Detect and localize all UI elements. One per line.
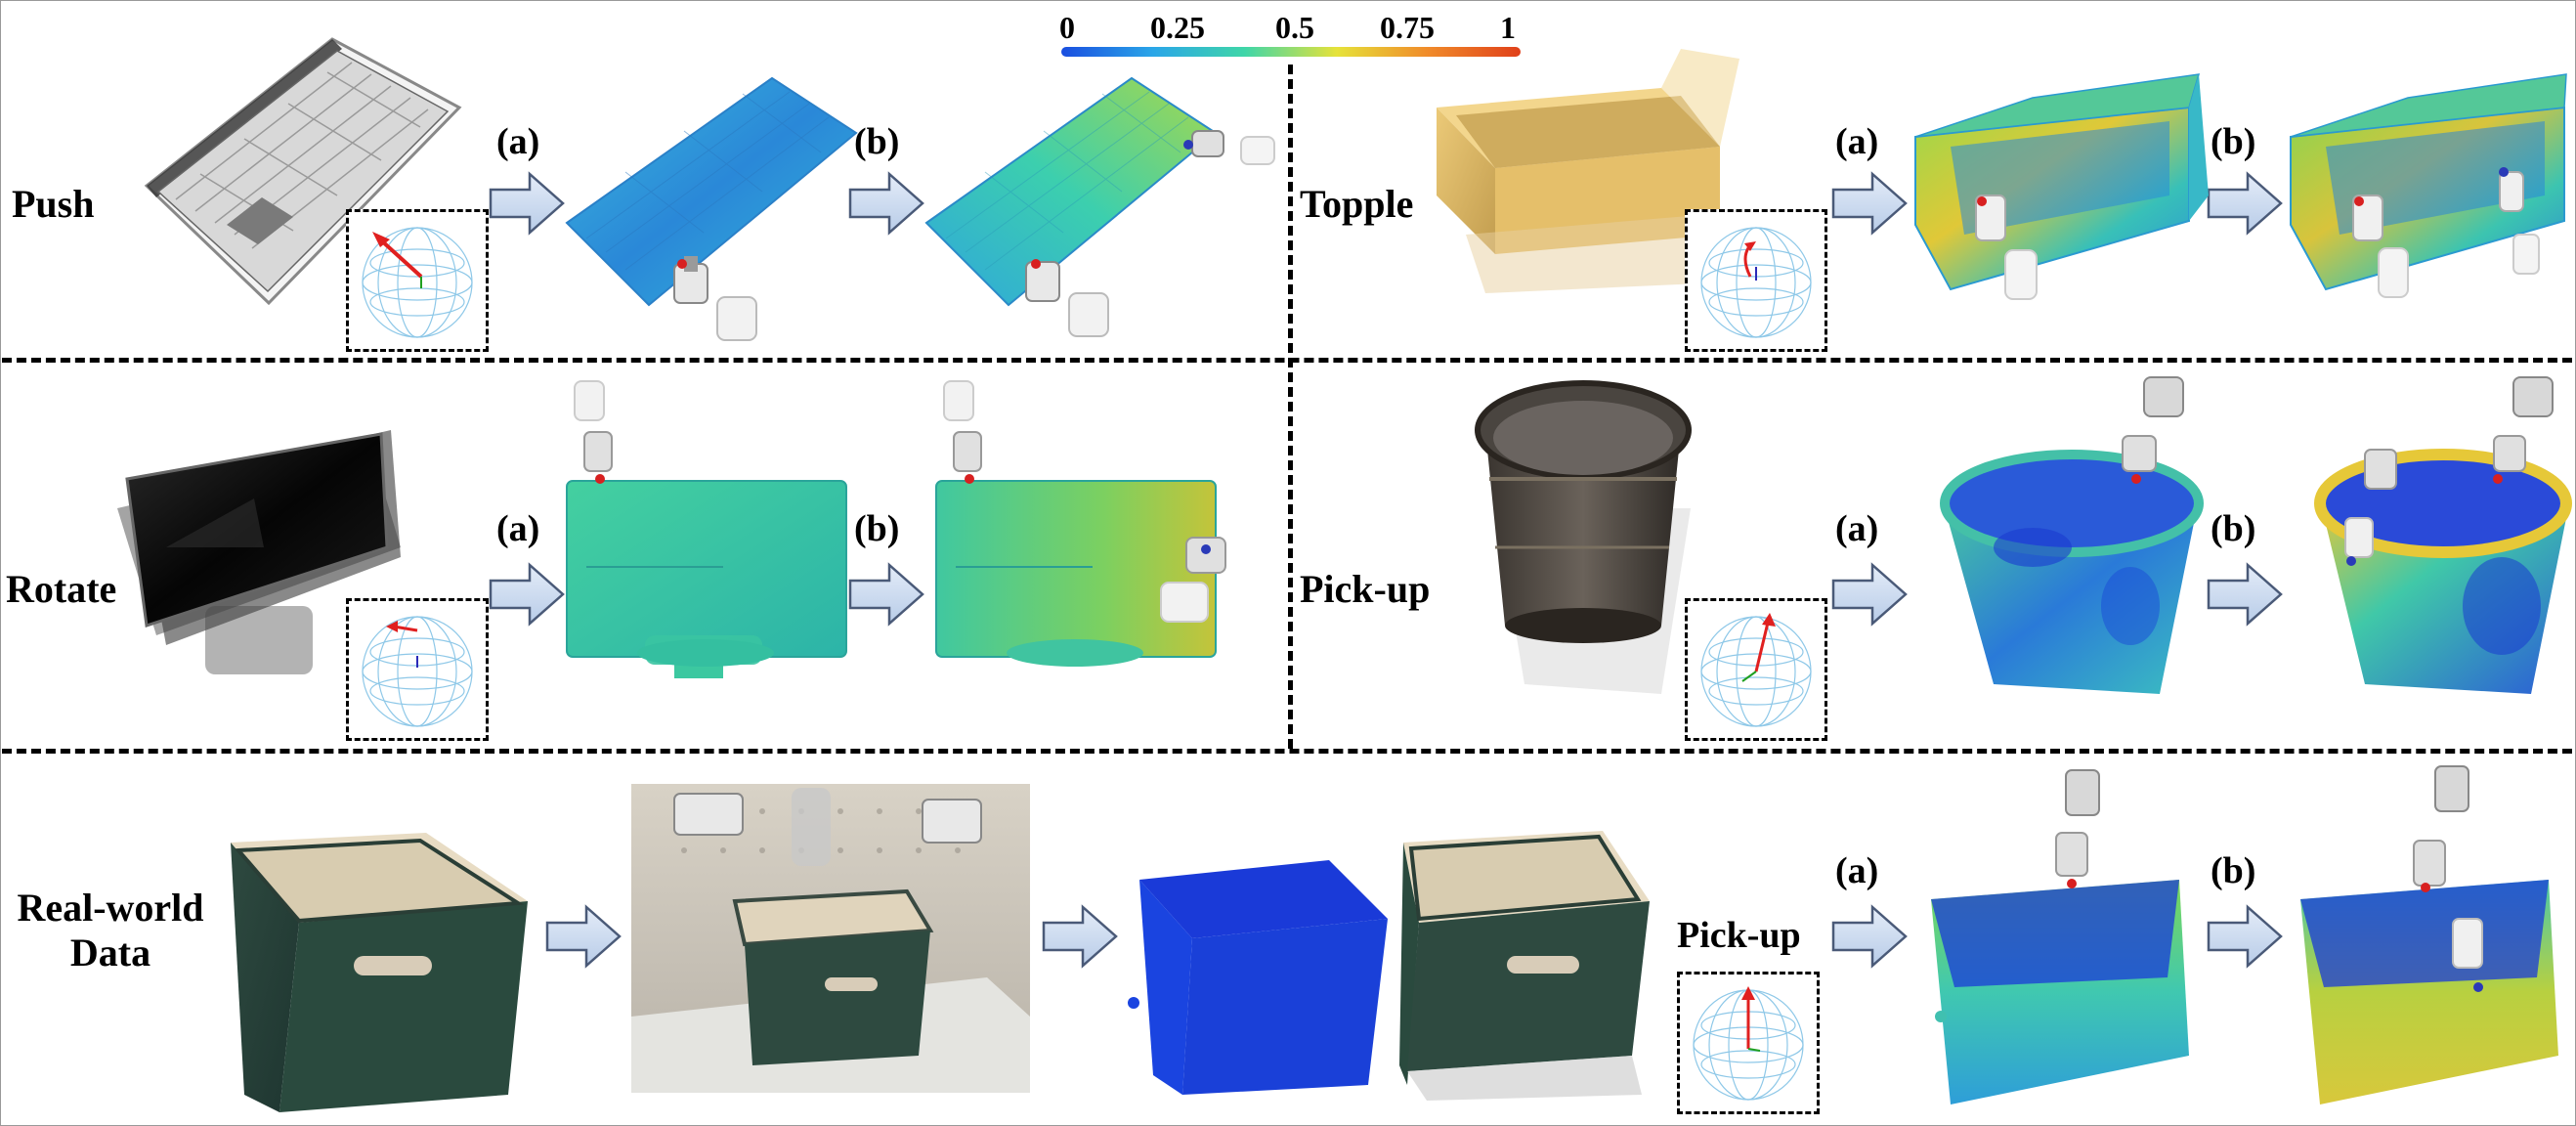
rotate-step-b-label: (b) — [854, 508, 900, 549]
topple-gripper-b — [2352, 167, 2540, 298]
arrow-rotate-b — [848, 562, 924, 627]
colorbar: 0 0.25 0.5 0.75 1 — [1055, 0, 1524, 63]
colorbar-gradient — [1061, 47, 1521, 57]
push-keyboard-render — [144, 37, 462, 306]
colorbar-tick-025: 0.25 — [1150, 10, 1205, 45]
rotate-gripper-a — [574, 380, 613, 484]
colorbar-tick-1: 1 — [1500, 10, 1516, 45]
separator-row1 — [2, 358, 2572, 363]
task-label-realworld: Real-world Data — [6, 886, 215, 975]
topple-box-render — [1437, 49, 1739, 293]
realworld-pointcloud-a — [1931, 769, 2189, 1104]
arrow-topple-a — [1831, 171, 1908, 236]
task-label-realworld-pickup: Pick-up — [1677, 915, 1801, 956]
topple-direction-sphere — [1685, 209, 1827, 352]
separator-row2 — [2, 749, 2572, 754]
pickup-step-b-label: (b) — [2211, 508, 2256, 549]
topple-pointcloud-a — [1914, 73, 2209, 300]
arrow-real-1 — [545, 904, 622, 969]
push-gripper-b — [1025, 130, 1275, 337]
realworld-photo — [631, 784, 1030, 1093]
push-gripper-a — [673, 256, 757, 341]
pickup-pointcloud-b — [2314, 376, 2572, 694]
push-pointcloud-b — [924, 76, 1275, 337]
arrow-push-a — [489, 171, 565, 236]
rotate-direction-sphere — [346, 598, 489, 741]
arrow-rotate-a — [489, 562, 565, 627]
realworld-box-render — [231, 833, 528, 1112]
arrow-topple-b — [2207, 171, 2283, 236]
realworld-pointcloud — [1128, 860, 1388, 1095]
colorbar-tick-05: 0.5 — [1275, 10, 1314, 45]
realworld-label-line1: Real-world — [17, 886, 204, 930]
task-label-pickup: Pick-up — [1300, 567, 1431, 611]
pickup-direction-sphere — [1685, 598, 1827, 741]
realworld-reconstructed-box — [1399, 831, 1650, 1101]
rotate-monitor-render — [117, 430, 401, 674]
arrow-push-b — [848, 171, 924, 236]
topple-pointcloud-b — [2290, 73, 2567, 298]
task-label-topple: Topple — [1300, 182, 1414, 226]
realworld-label-line2: Data — [69, 931, 151, 974]
rotate-pointcloud-b — [935, 380, 1226, 667]
arrow-pickup-b — [2207, 562, 2283, 627]
task-label-push: Push — [12, 182, 95, 226]
colorbar-tick-0: 0 — [1059, 10, 1075, 45]
push-pointcloud-a — [565, 76, 858, 341]
separator-column — [1288, 65, 1293, 749]
topple-step-b-label: (b) — [2211, 121, 2256, 162]
arrow-real-2 — [1042, 904, 1118, 969]
colorbar-tick-075: 0.75 — [1380, 10, 1435, 45]
realworld-pointcloud-b — [2300, 765, 2558, 1104]
realworld-direction-sphere — [1677, 972, 1820, 1114]
task-label-rotate: Rotate — [6, 567, 117, 611]
pickup-step-a-label: (a) — [1835, 508, 1879, 549]
pickup-pointcloud-a — [1940, 376, 2204, 694]
rotate-pointcloud-a — [566, 380, 847, 678]
topple-gripper-a — [1975, 195, 2038, 300]
rotate-gripper-b — [943, 380, 1226, 623]
realworld-step-a-label: (a) — [1835, 850, 1879, 891]
topple-step-a-label: (a) — [1835, 121, 1879, 162]
realworld-gripper-a — [2055, 769, 2100, 888]
push-step-b-label: (b) — [854, 121, 900, 162]
push-direction-sphere — [346, 209, 489, 352]
realworld-gripper-b — [2413, 765, 2483, 992]
arrow-real-a — [1831, 904, 1908, 969]
arrow-real-b — [2207, 904, 2283, 969]
pickup-gripper-a — [2122, 376, 2184, 484]
rotate-step-a-label: (a) — [496, 508, 540, 549]
arrow-pickup-a — [1831, 562, 1908, 627]
flow-arrows — [489, 171, 2283, 969]
realworld-step-b-label: (b) — [2211, 850, 2256, 891]
pickup-gripper-b — [2344, 376, 2554, 566]
push-step-a-label: (a) — [496, 121, 540, 162]
pickup-bucket-render — [1475, 380, 1692, 694]
